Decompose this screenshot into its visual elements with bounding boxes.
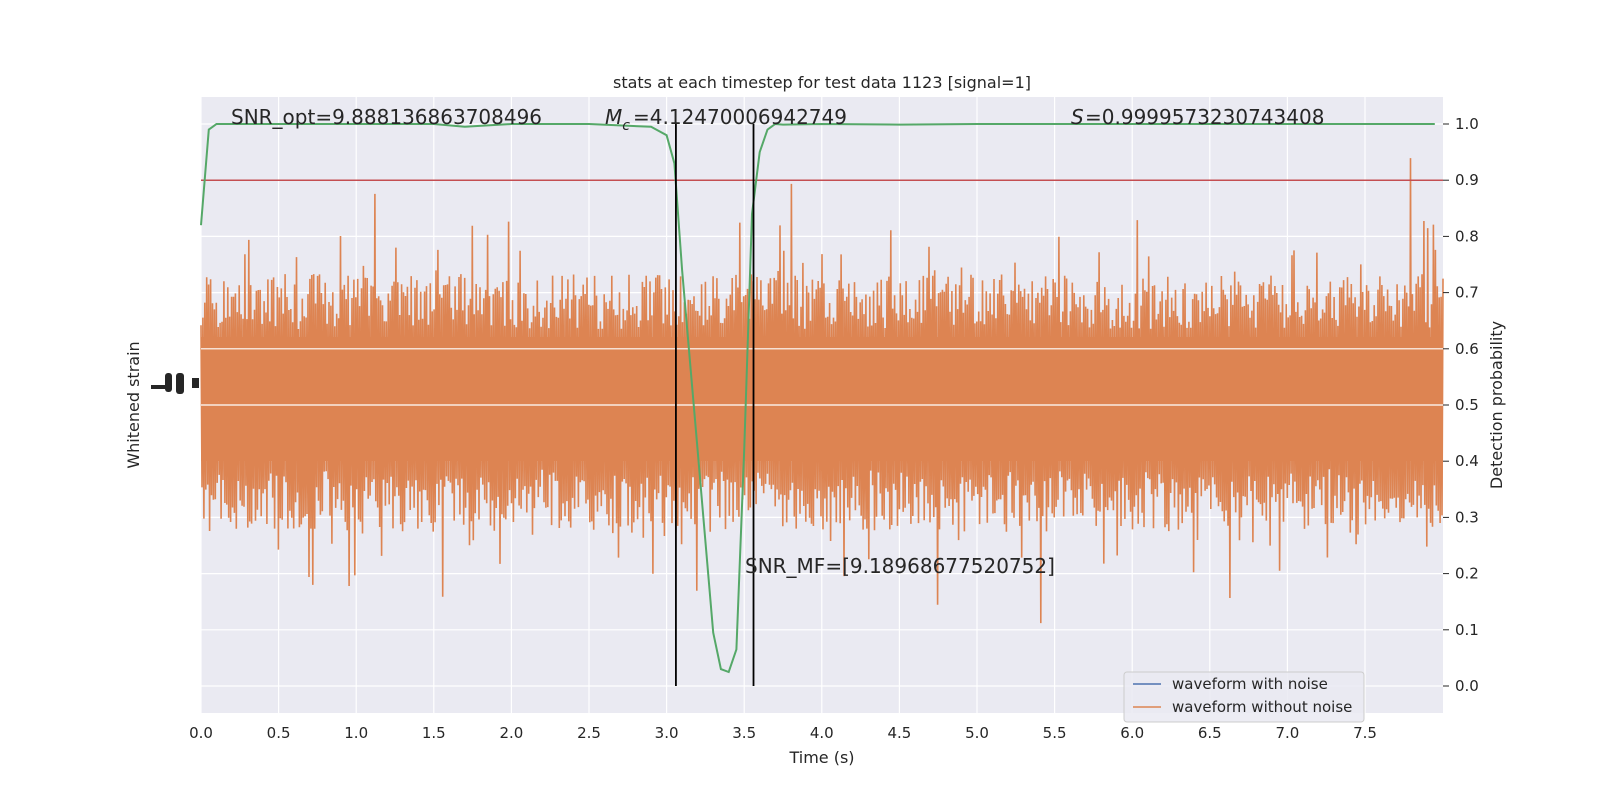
y-axis-label-right: Detection probability <box>1487 321 1506 489</box>
legend: waveform with noise waveform without noi… <box>1123 671 1365 723</box>
y-axis-ticks: 0.0 0.1 0.2 0.3 0.4 0.5 0.6 0.7 0.8 0.9 1.0 <box>1443 115 1479 695</box>
x-axis-label: Time (s) <box>788 748 854 767</box>
y-tick-label: 0.2 <box>1455 565 1479 583</box>
x-tick-label: 7.0 <box>1275 724 1299 742</box>
x-tick-label: 3.0 <box>655 724 679 742</box>
x-tick-label: 1.5 <box>422 724 446 742</box>
mc-symbol: Mc <box>605 105 630 134</box>
legend-label-noise-with: waveform with noise <box>1172 675 1328 693</box>
y-tick-label: 0.0 <box>1455 677 1479 695</box>
merger-lines <box>675 124 755 686</box>
legend-label-noise-without: waveform without noise <box>1172 698 1352 716</box>
x-tick-label: 0.0 <box>189 724 213 742</box>
snr-mf-annotation: SNR_MF=[9.18968677520752] <box>745 554 1055 578</box>
legend-box <box>1123 671 1365 723</box>
y-tick-label: 0.8 <box>1455 227 1479 245</box>
strain-series <box>200 158 1444 624</box>
x-tick-label: 6.5 <box>1198 724 1222 742</box>
detection-probability-line <box>200 122 1435 674</box>
left-tick-blob <box>151 373 199 394</box>
s-annotation: =0.9999573230743408 <box>1085 105 1324 129</box>
x-tick-label: 0.5 <box>267 724 291 742</box>
y-tick-label: 0.7 <box>1455 284 1479 302</box>
x-axis-ticks: 0.0 0.5 1.0 1.5 2.0 2.5 3.0 3.5 4.0 4.5 5.0 5.5 6.0 6… <box>189 724 1377 742</box>
y-tick-label: 0.6 <box>1455 340 1479 358</box>
y-tick-label: 0.1 <box>1455 621 1479 639</box>
probability-series <box>200 122 1443 674</box>
mc-annotation: =4.12470006942749 <box>633 105 847 129</box>
x-tick-label: 4.5 <box>887 724 911 742</box>
snr-opt-annotation: SNR_opt=9.888136863708496 <box>231 105 542 129</box>
y-tick-label: 0.9 <box>1455 171 1479 189</box>
x-tick-label: 5.0 <box>965 724 989 742</box>
x-tick-label: 6.0 <box>1120 724 1144 742</box>
y-axis-label-left: Whitened strain <box>124 341 143 468</box>
chart-title: stats at each timestep for test data 112… <box>613 73 1031 92</box>
x-tick-label: 2.5 <box>577 724 601 742</box>
y-tick-label: 1.0 <box>1455 115 1479 133</box>
s-symbol: S <box>1071 105 1084 129</box>
y-tick-label: 0.5 <box>1455 396 1479 414</box>
x-tick-label: 4.0 <box>810 724 834 742</box>
strain-dense-band <box>201 337 1443 461</box>
x-tick-label: 2.0 <box>499 724 523 742</box>
y-tick-label: 0.3 <box>1455 508 1479 526</box>
x-tick-label: 3.5 <box>732 724 756 742</box>
y-tick-label: 0.4 <box>1455 452 1479 470</box>
x-tick-label: 1.0 <box>344 724 368 742</box>
x-tick-label: 7.5 <box>1353 724 1377 742</box>
x-tick-label: 5.5 <box>1043 724 1067 742</box>
